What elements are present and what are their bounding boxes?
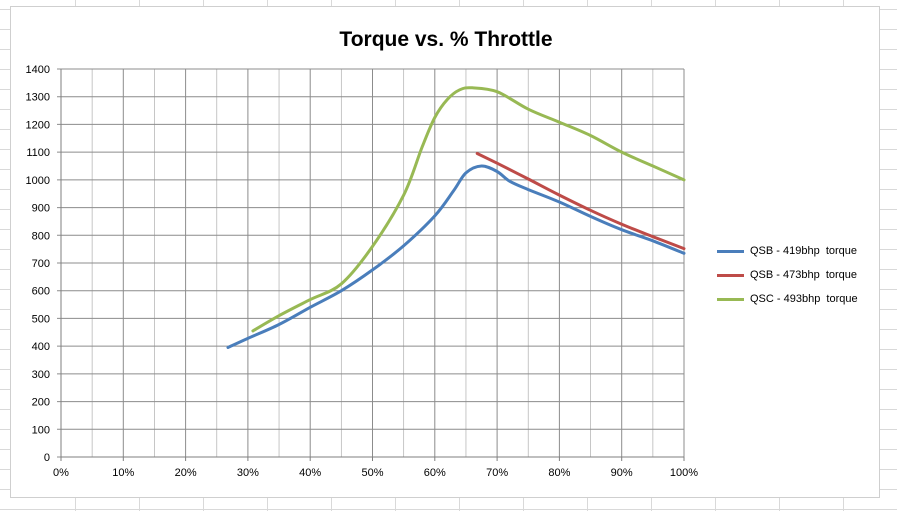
y-tick-label: 900 xyxy=(32,203,50,215)
legend-swatch-qsb-419 xyxy=(717,249,744,253)
y-tick-label: 200 xyxy=(32,397,50,409)
y-tick-label: 0 xyxy=(44,452,50,464)
chart-legend: QSB - 419bhp torque QSB - 473bhp torque … xyxy=(717,239,858,311)
x-tick-label: 60% xyxy=(424,467,446,479)
y-tick-label: 1200 xyxy=(26,119,50,131)
legend-label-qsc-493: QSC - 493bhp torque xyxy=(750,293,858,305)
y-tick-label: 100 xyxy=(32,424,50,436)
x-tick-label: 10% xyxy=(112,467,134,479)
legend-entry-qsb-473: QSB - 473bhp torque xyxy=(717,263,858,287)
series-line-qsc-493 xyxy=(251,86,686,333)
legend-swatch-qsc-493 xyxy=(717,297,744,301)
x-tick-label: 70% xyxy=(486,467,508,479)
x-tick-label: 50% xyxy=(361,467,383,479)
legend-label-qsb-473: QSB - 473bhp torque xyxy=(750,269,858,281)
y-tick-label: 600 xyxy=(32,286,50,298)
chart-area[interactable]: 0% 10% 20% 30% 40% 50% 60% 70% 80% 90% 100% 0 100 200… xyxy=(10,6,880,498)
y-tick-label: 400 xyxy=(32,341,50,353)
y-tick-label: 1000 xyxy=(26,175,50,187)
series-line-qsb-473 xyxy=(475,152,686,251)
legend-entry-qsc-493: QSC - 493bhp torque xyxy=(717,287,858,311)
x-tick-label: 40% xyxy=(299,467,321,479)
y-tick-label: 1400 xyxy=(26,64,50,76)
y-tick-label: 300 xyxy=(32,369,50,381)
legend-swatch-qsb-473 xyxy=(717,273,744,277)
chart-title: Torque vs. % Throttle xyxy=(339,28,553,51)
y-tick-label: 700 xyxy=(32,258,50,270)
x-tick-label: 20% xyxy=(175,467,197,479)
y-tick-label: 1300 xyxy=(26,92,50,104)
series-line-qsb-419 xyxy=(226,164,686,349)
legend-entry-qsb-419: QSB - 419bhp torque xyxy=(717,239,858,263)
chart-plot: 0% 10% 20% 30% 40% 50% 60% 70% 80% 90% 100% 0 100 200… xyxy=(26,64,699,479)
y-tick-label: 500 xyxy=(32,313,50,325)
legend-label-qsb-419: QSB - 419bhp torque xyxy=(750,245,858,257)
x-tick-label: 30% xyxy=(237,467,259,479)
x-tick-label: 100% xyxy=(670,467,698,479)
x-tick-label: 90% xyxy=(611,467,633,479)
x-tick-label: 80% xyxy=(548,467,570,479)
y-tick-label: 1100 xyxy=(26,147,50,159)
y-tick-label: 800 xyxy=(32,230,50,242)
x-tick-label: 0% xyxy=(53,467,69,479)
